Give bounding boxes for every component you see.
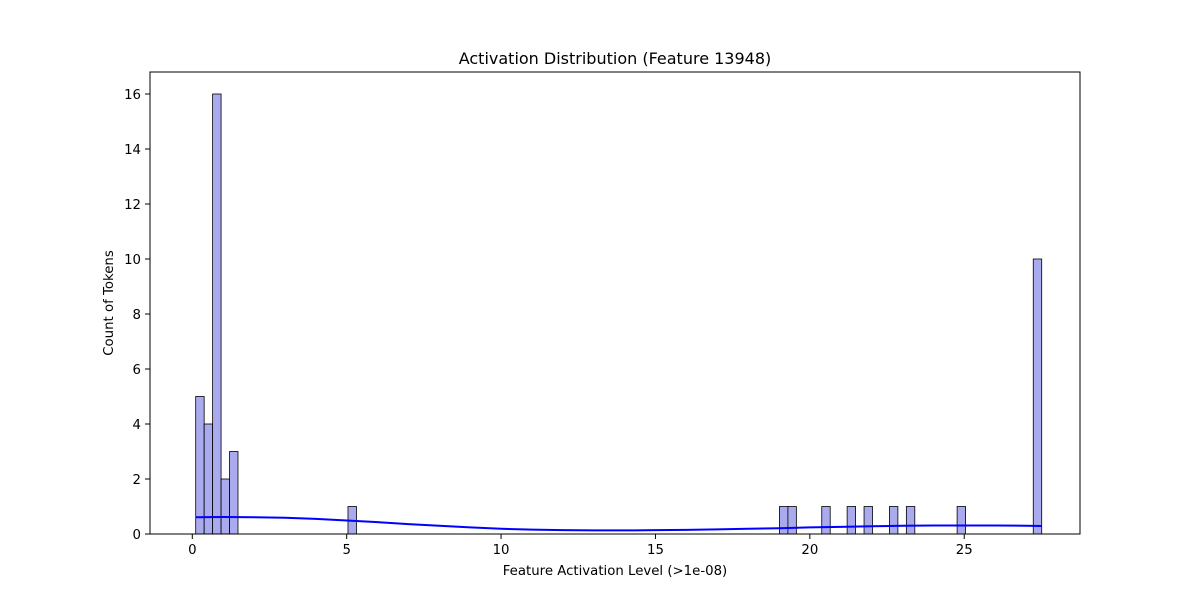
y-tick-label: 4 — [133, 418, 141, 433]
plot-area: 0 5 10 15 20 25 0 2 4 6 8 10 12 14 16 — [124, 71, 1081, 558]
x-tick-label: 15 — [647, 543, 664, 558]
x-tick-label: 20 — [801, 543, 818, 558]
y-tick-label: 8 — [133, 308, 141, 323]
histogram-bar — [220, 478, 230, 535]
y-axis-label: Count of Tokens — [102, 250, 117, 356]
chart-title: Activation Distribution (Feature 13948) — [459, 49, 772, 68]
histogram-bar — [1032, 258, 1043, 535]
y-tick-label: 16 — [124, 88, 141, 103]
histogram-bar — [195, 396, 205, 535]
histogram-bar — [821, 506, 831, 535]
y-tick-label: 0 — [133, 528, 141, 543]
histogram-bar — [229, 451, 239, 535]
histogram-bar — [846, 506, 856, 535]
x-tick-label: 25 — [956, 543, 973, 558]
histogram-bar — [787, 506, 797, 535]
histogram-bars — [195, 93, 1043, 535]
y-axis-ticks: 0 2 4 6 8 10 12 14 16 — [124, 88, 150, 543]
y-tick-label: 2 — [133, 473, 141, 488]
histogram-bar — [863, 506, 873, 535]
histogram-bar — [889, 506, 899, 535]
histogram-bar — [212, 93, 222, 535]
histogram-bar — [956, 506, 966, 535]
kde-curve — [195, 515, 1042, 532]
x-tick-label: 5 — [342, 543, 350, 558]
x-tick-label: 10 — [493, 543, 510, 558]
y-tick-label: 10 — [124, 253, 141, 268]
y-tick-label: 6 — [133, 363, 141, 378]
histogram-bar — [779, 506, 789, 535]
plot-frame — [149, 71, 1081, 535]
x-axis-label: Feature Activation Level (>1e-08) — [503, 564, 727, 579]
x-tick-label: 0 — [188, 543, 196, 558]
y-tick-label: 14 — [124, 143, 141, 158]
x-axis-ticks: 0 5 10 15 20 25 — [188, 534, 973, 558]
y-tick-label: 12 — [124, 198, 141, 213]
histogram-bar — [905, 506, 916, 535]
